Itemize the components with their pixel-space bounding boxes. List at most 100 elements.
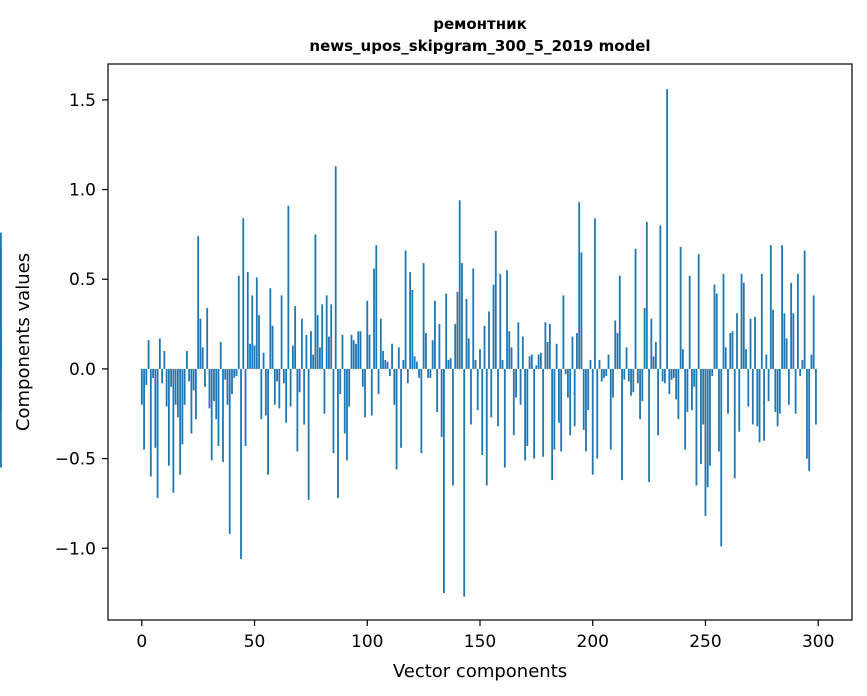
plot-frame <box>107 63 853 621</box>
bar <box>666 89 669 369</box>
bar <box>357 331 360 369</box>
bar <box>812 295 815 369</box>
bar <box>510 347 513 369</box>
bar <box>555 343 558 369</box>
bar <box>521 336 524 369</box>
y-tick-label: −1.0 <box>55 539 96 559</box>
bar <box>375 245 378 369</box>
bar <box>639 368 641 420</box>
bar <box>713 284 716 369</box>
bar <box>341 334 344 369</box>
bar <box>167 368 170 466</box>
bar <box>215 368 218 420</box>
bar <box>474 359 477 369</box>
bar <box>562 295 565 369</box>
bar <box>206 307 209 369</box>
bar <box>418 368 421 378</box>
bar <box>262 352 265 369</box>
bar <box>738 368 741 432</box>
bar <box>567 368 569 398</box>
bar <box>195 368 197 420</box>
bar <box>783 313 786 369</box>
bar <box>282 368 285 384</box>
bar <box>794 368 797 414</box>
bar <box>384 359 387 369</box>
bar <box>769 245 772 369</box>
bar <box>276 368 278 382</box>
bar <box>648 368 650 482</box>
bar <box>682 349 684 369</box>
bar <box>438 324 441 369</box>
bar <box>352 340 355 369</box>
bar <box>431 340 434 369</box>
bar <box>657 368 660 436</box>
bar <box>763 368 765 441</box>
bar <box>300 318 303 369</box>
bar <box>397 347 400 369</box>
bar <box>420 368 423 454</box>
bar <box>143 368 145 450</box>
bar <box>458 200 461 369</box>
bar <box>296 368 299 452</box>
x-tick-label: 150 <box>464 632 496 652</box>
bar <box>368 334 371 369</box>
bar <box>228 368 231 534</box>
bar <box>627 368 630 382</box>
bar <box>512 368 515 436</box>
bar <box>618 275 621 369</box>
bar <box>339 368 342 395</box>
bar <box>330 304 333 369</box>
bar <box>569 368 572 436</box>
bar <box>291 345 294 369</box>
bars-group <box>0 89 817 597</box>
bar <box>201 347 204 369</box>
bar <box>264 368 267 416</box>
bar <box>709 368 711 466</box>
bar <box>0 232 2 369</box>
bar <box>729 333 732 369</box>
bar <box>222 368 224 463</box>
bar <box>806 368 808 459</box>
bar <box>361 368 364 387</box>
bar <box>781 245 784 369</box>
bar <box>799 368 802 377</box>
bar <box>594 218 596 369</box>
y-axis: −1.0 −0.5 0.0 0.5 1.0 1.5 <box>55 91 108 559</box>
bar <box>790 282 793 369</box>
bar <box>553 368 556 450</box>
bar <box>767 368 770 402</box>
bar <box>758 368 761 443</box>
bar <box>461 263 463 369</box>
bar <box>440 368 443 438</box>
bar <box>379 318 382 369</box>
bar <box>285 368 288 423</box>
bar <box>152 368 154 378</box>
bar <box>686 368 689 412</box>
bar <box>456 291 459 369</box>
bar <box>246 272 249 369</box>
bar <box>636 368 639 384</box>
bar <box>298 368 301 393</box>
bar <box>251 295 254 369</box>
bar <box>765 354 768 369</box>
bar <box>305 334 308 369</box>
bar <box>226 368 229 405</box>
bar <box>706 368 709 488</box>
bar <box>197 236 200 369</box>
bar <box>598 359 601 369</box>
bar <box>693 368 696 387</box>
bar <box>506 270 508 369</box>
bar <box>740 273 743 369</box>
bar <box>443 368 445 594</box>
bar <box>280 295 283 369</box>
bar <box>463 368 466 597</box>
bar <box>582 368 585 430</box>
bar <box>609 368 612 450</box>
bar <box>179 368 182 475</box>
bar <box>560 368 563 452</box>
bar <box>643 307 646 369</box>
bar <box>733 368 736 479</box>
bar <box>702 368 705 425</box>
bar <box>580 252 583 369</box>
